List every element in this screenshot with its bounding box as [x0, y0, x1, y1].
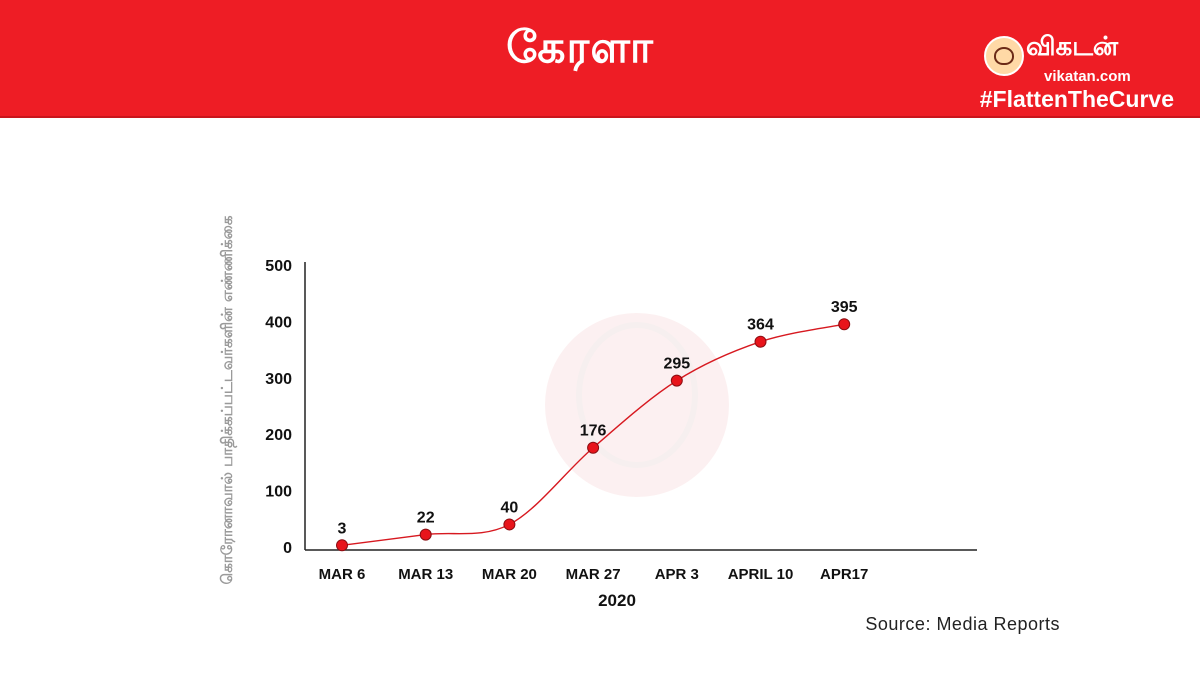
- y-tick-label: 0: [283, 540, 292, 557]
- x-tick-label: APR 3: [655, 566, 699, 583]
- data-label: 40: [501, 499, 519, 516]
- y-tick-labels: 0 100 200 300 400 500: [265, 258, 292, 557]
- data-point: [754, 335, 767, 348]
- data-point: [419, 528, 432, 541]
- y-tick-label: 500: [265, 258, 292, 275]
- x-tick-label: APR17: [820, 566, 868, 583]
- data-point: [587, 441, 600, 454]
- data-point: [838, 318, 851, 331]
- watermark-face-icon: [576, 322, 698, 468]
- brand-name: விகடன்: [1026, 32, 1119, 62]
- data-label: 364: [747, 317, 774, 334]
- data-label: 22: [417, 510, 435, 527]
- brand-block[interactable]: விகடன் vikatan.com #FlattenTheCurve: [974, 30, 1174, 112]
- header-banner: கேரளா விகடன் vikatan.com #FlattenTheCurv…: [0, 0, 1200, 118]
- x-tick-label: MAR 13: [398, 566, 453, 583]
- data-point: [336, 539, 348, 552]
- x-tick-label: MAR 20: [482, 566, 537, 583]
- page-title: கேரளா: [506, 22, 654, 73]
- y-tick-label: 100: [265, 484, 292, 501]
- data-label: 3: [338, 520, 347, 537]
- y-tick-label: 300: [265, 371, 292, 388]
- data-labels: 3 22 40 176 295 364 395: [338, 299, 858, 537]
- y-tick-label: 400: [265, 314, 292, 331]
- x-tick-label: MAR 6: [319, 566, 366, 583]
- x-tick-label: MAR 27: [566, 566, 621, 583]
- brand-url: vikatan.com: [1044, 68, 1131, 85]
- watermark: [545, 313, 729, 497]
- y-tick-label: 200: [265, 427, 292, 444]
- hashtag: #FlattenTheCurve: [979, 86, 1174, 112]
- data-label: 295: [663, 356, 690, 373]
- vikatan-logo-icon: [984, 36, 1024, 76]
- data-label: 395: [831, 299, 858, 316]
- data-points: [336, 318, 851, 552]
- y-axis-title: கொரோனாவால் பாதிக்கப்பட்டவர்களின் எண்ணிக்…: [218, 215, 237, 584]
- source-note: Source: Media Reports: [865, 614, 1060, 634]
- x-tick-labels: MAR 6 MAR 13 MAR 20 MAR 27 APR 3 APRIL 10 APR1…: [319, 566, 869, 583]
- x-tick-label: APRIL 10: [728, 566, 794, 583]
- data-label: 176: [580, 423, 607, 440]
- watermark-circle: [545, 313, 729, 497]
- data-point: [503, 518, 516, 531]
- data-point: [670, 374, 683, 387]
- x-axis-title: 2020: [598, 591, 636, 610]
